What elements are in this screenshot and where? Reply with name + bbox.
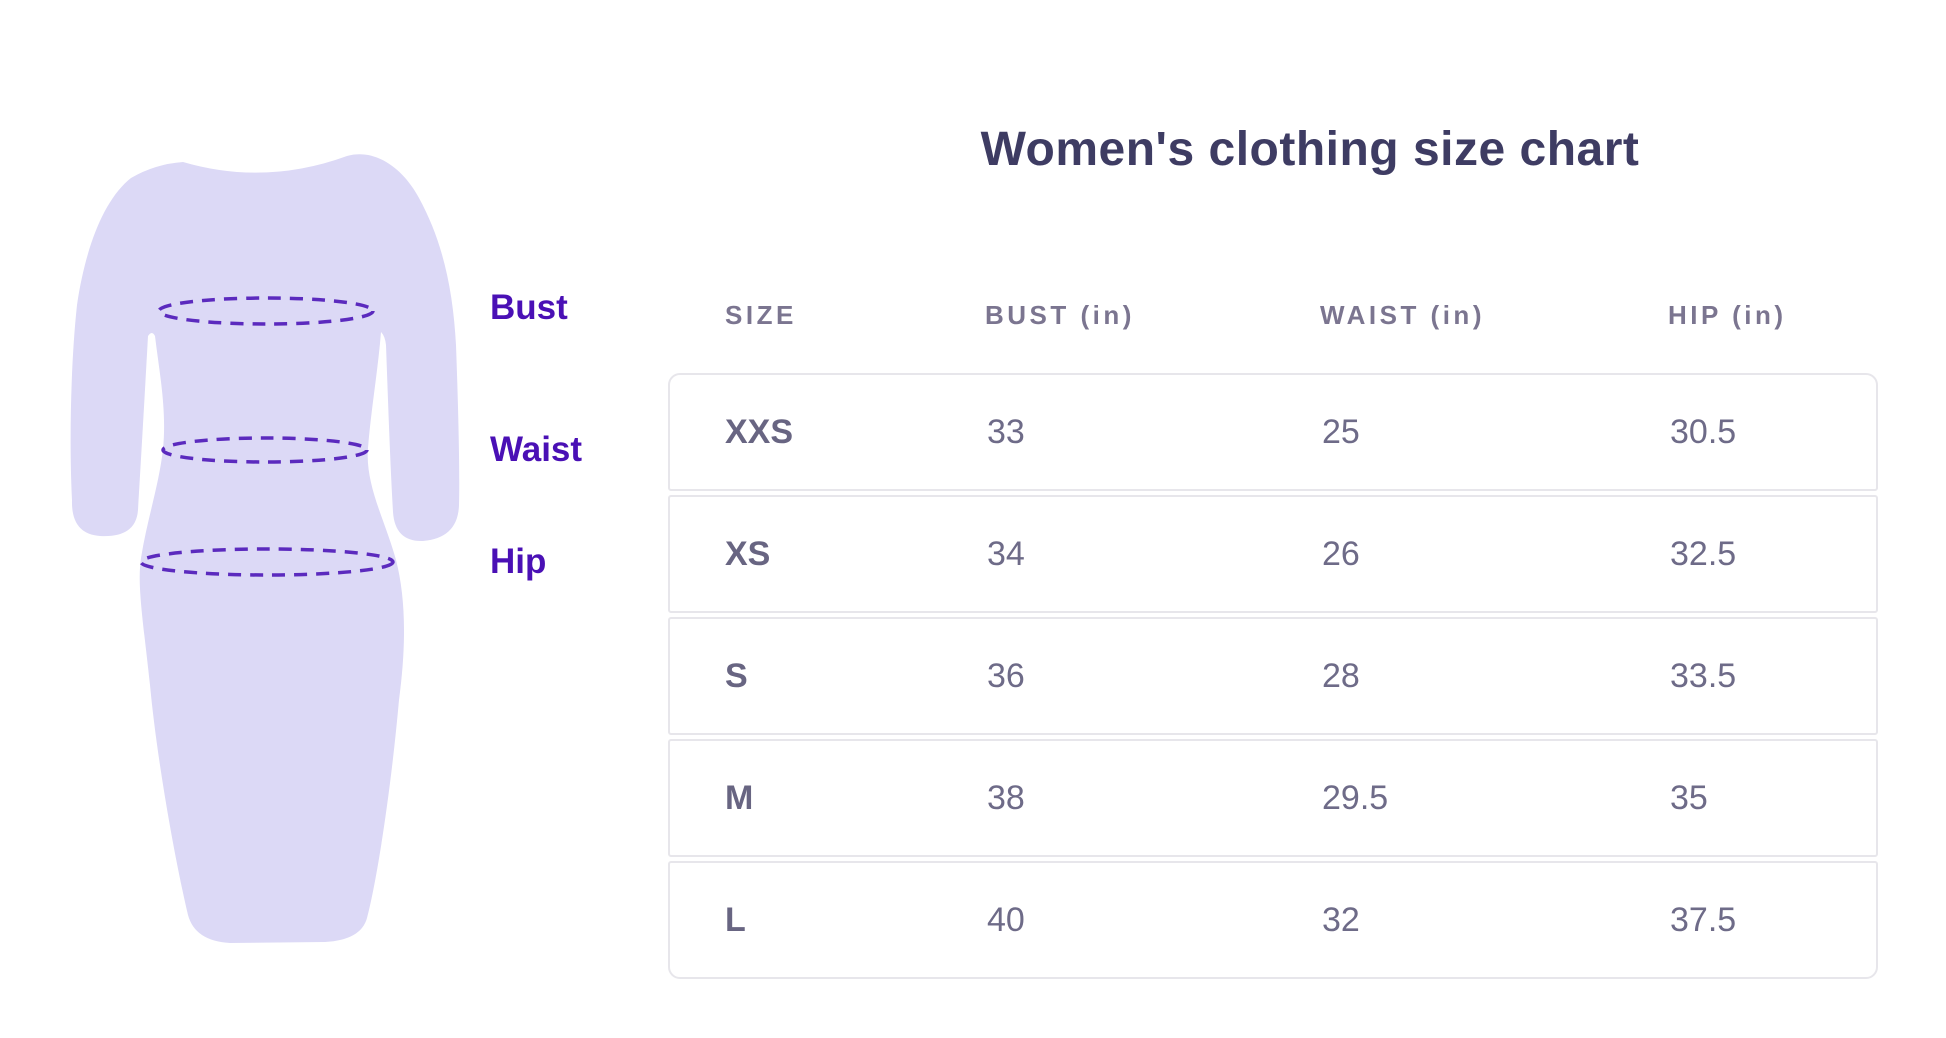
bust-value: 36	[987, 656, 1025, 695]
size-value: L	[725, 900, 746, 939]
table-header-row: SIZE BUST (in) WAIST (in) HIP (in)	[668, 292, 1878, 338]
dress-illustration	[55, 140, 475, 960]
hip-value: 37.5	[1670, 900, 1737, 939]
table-row: XS 34 26 32.5	[668, 495, 1878, 613]
bust-value: 38	[987, 778, 1025, 817]
table-row: S 36 28 33.5	[668, 617, 1878, 735]
hip-value: 32.5	[1670, 534, 1737, 573]
waist-value: 32	[1322, 900, 1360, 939]
waist-label: Waist	[490, 430, 583, 469]
column-header-hip: HIP (in)	[1668, 299, 1787, 330]
column-header-size: SIZE	[725, 299, 797, 330]
bust-value: 40	[987, 900, 1025, 939]
bust-label: Bust	[490, 288, 568, 327]
table-row: L 40 32 37.5	[668, 861, 1878, 979]
bust-value: 33	[987, 412, 1025, 451]
table-row: XXS 33 25 30.5	[668, 373, 1878, 491]
hip-measurement-line	[139, 547, 395, 577]
size-value: M	[725, 778, 754, 817]
hip-value: 35	[1670, 778, 1708, 817]
column-header-waist: WAIST (in)	[1320, 299, 1485, 330]
waist-value: 26	[1322, 534, 1360, 573]
size-table: XXS 33 25 30.5 XS 34 26 32.5 S 36 28 33.…	[668, 373, 1878, 979]
dress-silhouette-icon	[70, 154, 460, 943]
bust-measurement-line	[157, 296, 375, 326]
page-title: Women's clothing size chart	[980, 123, 1640, 176]
waist-value: 28	[1322, 656, 1360, 695]
waist-value: 25	[1322, 412, 1360, 451]
size-value: S	[725, 656, 748, 695]
size-value: XS	[725, 534, 771, 573]
size-value: XXS	[725, 412, 794, 451]
hip-value: 30.5	[1670, 412, 1737, 451]
waist-measurement-line	[161, 436, 369, 464]
table-row: M 38 29.5 35	[668, 739, 1878, 857]
waist-value: 29.5	[1322, 778, 1389, 817]
hip-label: Hip	[490, 542, 547, 581]
column-header-bust: BUST (in)	[985, 299, 1135, 330]
bust-value: 34	[987, 534, 1025, 573]
hip-value: 33.5	[1670, 656, 1737, 695]
